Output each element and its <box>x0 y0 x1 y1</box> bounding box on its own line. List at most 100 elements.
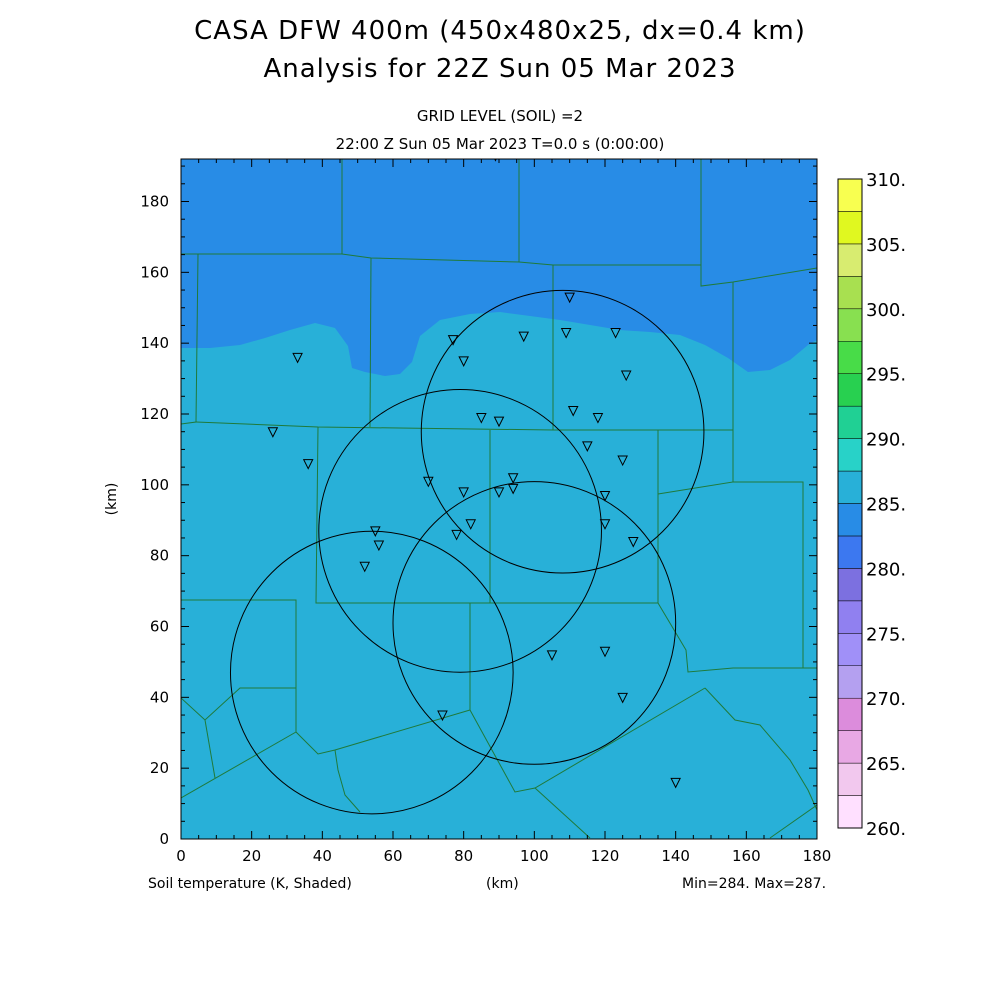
x-axis: 0 20 40 60 80 100 120 140 160 180 <box>176 159 831 865</box>
colorbar-swatch <box>837 243 863 277</box>
colorbar-swatch <box>837 405 863 439</box>
colorbar-swatch <box>837 762 863 796</box>
colorbar-swatch <box>837 373 863 407</box>
colorbar-frame <box>837 178 863 829</box>
station-marker <box>599 646 611 658</box>
field-description: Soil temperature (K, Shaded) <box>148 876 352 892</box>
colorbar-swatch <box>837 730 863 764</box>
colorbar-label: 260. <box>866 819 906 840</box>
station-marker <box>582 441 593 452</box>
station-marker <box>560 328 572 339</box>
x-tick-label: 0 <box>176 847 186 865</box>
chart-title-analysis-time: Analysis for 22Z Sun 05 Mar 2023 <box>263 54 737 84</box>
y-tick-label: 120 <box>140 405 169 423</box>
colorbar-label: 300. <box>866 300 906 321</box>
x-tick-label: 40 <box>313 847 332 865</box>
colorbar-swatch <box>837 503 863 537</box>
y-tick-label: 0 <box>159 830 169 848</box>
valid-time-label: 22:00 Z Sun 05 Mar 2023 T=0.0 s (0:00:00… <box>335 135 665 153</box>
colorbar-label: 290. <box>866 430 906 451</box>
x-tick-label: 120 <box>591 847 620 865</box>
x-tick-label: 140 <box>661 847 690 865</box>
station-marker <box>493 487 505 499</box>
colorbar-swatch <box>837 665 863 699</box>
y-tick-label: 40 <box>150 688 169 706</box>
station-marker <box>546 650 558 661</box>
county-boundaries <box>181 159 817 839</box>
y-axis: 0 20 40 60 80 100 120 140 160 180 <box>140 165 817 848</box>
y-axis-label: (km) <box>104 483 120 516</box>
y-tick-label: 60 <box>150 618 169 636</box>
station-marker <box>592 413 604 424</box>
station-marker <box>476 413 487 424</box>
station-marker <box>610 328 621 339</box>
chart-title: CASA DFW 400m (450x480x25, dx=0.4 km) <box>194 16 806 46</box>
station-markers <box>267 159 681 789</box>
x-tick-label: 20 <box>242 847 261 865</box>
radar-range-ring <box>420 289 705 574</box>
colorbar-swatch <box>837 697 863 731</box>
colorbar-swatch <box>837 276 863 310</box>
station-marker <box>670 777 681 789</box>
station-marker <box>493 416 505 428</box>
colorbar-swatch <box>837 308 863 342</box>
x-tick-label: 80 <box>454 847 473 865</box>
colorbar-label: 285. <box>866 495 906 516</box>
radar-range-ring <box>392 481 677 765</box>
colorbar-label: 265. <box>866 754 906 775</box>
min-max-label: Min=284. Max=287. <box>682 876 827 892</box>
station-marker <box>458 356 469 367</box>
x-tick-label: 100 <box>520 847 549 865</box>
station-marker <box>292 352 303 364</box>
radar-range-rings <box>229 289 705 815</box>
station-marker <box>627 537 639 548</box>
colorbar-label: 305. <box>866 235 906 256</box>
radar-range-ring <box>318 389 602 673</box>
station-marker <box>507 473 519 484</box>
x-tick-label: 160 <box>732 847 761 865</box>
station-marker <box>373 540 385 552</box>
colorbar-label: 310. <box>866 170 906 191</box>
colorbar-label: 275. <box>866 624 906 645</box>
station-marker <box>620 370 632 382</box>
grid-level-label: GRID LEVEL (SOIL) =2 <box>416 107 584 125</box>
colorbar-label: 280. <box>866 559 906 580</box>
colorbar: 260. 265. 270. 275. 280. 285. 290. 295. 300. 305.… <box>837 170 906 840</box>
colorbar-swatch <box>837 470 863 504</box>
station-marker <box>458 487 469 499</box>
colorbar-swatch <box>837 633 863 666</box>
station-marker <box>359 561 371 573</box>
colorbar-swatch <box>837 600 863 634</box>
colorbar-swatch <box>837 535 863 569</box>
y-tick-label: 180 <box>140 193 169 211</box>
y-tick-label: 100 <box>140 476 169 494</box>
y-tick-label: 20 <box>150 759 169 777</box>
station-marker <box>599 519 611 530</box>
radar-range-ring <box>229 530 514 815</box>
station-marker <box>564 292 575 304</box>
colorbar-label: 270. <box>866 689 906 710</box>
station-marker <box>267 427 279 438</box>
x-axis-unit-label: (km) <box>486 876 519 892</box>
x-tick-label: 180 <box>803 847 832 865</box>
colorbar-swatch <box>837 178 863 212</box>
colorbar-swatch <box>837 438 863 472</box>
plot-area <box>180 158 818 840</box>
colorbar-swatch <box>837 211 863 245</box>
colorbar-swatch <box>837 341 863 374</box>
x-tick-label: 60 <box>383 847 402 865</box>
station-marker <box>465 519 477 530</box>
colorbar-swatch <box>837 795 863 829</box>
station-marker <box>451 529 462 541</box>
station-marker <box>518 331 530 343</box>
station-marker <box>370 526 381 537</box>
station-marker <box>437 710 448 722</box>
y-tick-label: 80 <box>150 547 169 565</box>
y-tick-label: 140 <box>140 334 169 352</box>
shaded-region-282-285 <box>181 159 817 376</box>
colorbar-label: 295. <box>866 365 906 386</box>
station-marker <box>447 335 459 346</box>
station-marker <box>617 455 628 467</box>
station-marker <box>599 490 611 502</box>
